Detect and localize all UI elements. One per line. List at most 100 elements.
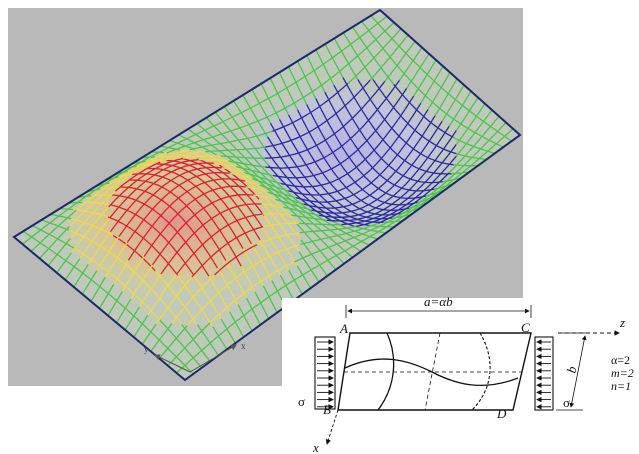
mesh-segment	[264, 254, 274, 260]
mesh-segment	[132, 194, 142, 205]
mesh-segment	[317, 120, 327, 128]
mesh-segment	[106, 283, 115, 297]
mesh-segment	[114, 179, 124, 186]
mesh-segment	[364, 229, 373, 234]
mesh-segment	[192, 174, 202, 179]
mesh-segment	[356, 223, 365, 227]
mesh-segment	[291, 241, 300, 253]
mesh-segment	[189, 353, 199, 361]
mesh-segment	[63, 251, 73, 264]
mesh-segment	[148, 192, 157, 198]
mesh-segment	[220, 231, 229, 244]
mesh-segment	[342, 125, 351, 138]
mesh-segment	[148, 203, 158, 214]
mesh-segment	[312, 223, 321, 231]
mesh-segment	[203, 341, 213, 349]
mesh-segment	[131, 185, 141, 194]
mesh-segment	[302, 147, 312, 153]
mesh-segment	[278, 223, 287, 234]
mesh-segment	[355, 220, 365, 224]
mesh-segment	[180, 236, 190, 247]
mesh-segment	[164, 202, 174, 212]
mesh-segment	[272, 109, 282, 115]
mesh-segment	[434, 84, 444, 98]
mesh-segment	[113, 172, 122, 179]
mesh-segment	[95, 261, 104, 269]
mesh-segment	[300, 91, 308, 106]
mesh-segment	[310, 171, 318, 182]
mesh-segment	[271, 251, 281, 256]
mesh-segment	[163, 303, 172, 315]
mesh-segment	[398, 142, 407, 154]
mesh-segment	[391, 204, 400, 211]
mesh-segment	[392, 28, 402, 38]
mesh-segment	[419, 156, 429, 168]
mesh-segment	[265, 272, 275, 279]
mesh-segment	[86, 275, 95, 283]
mesh-segment	[99, 190, 109, 199]
mesh-segment	[278, 71, 287, 86]
mesh-segment	[288, 114, 296, 129]
mesh-segment	[342, 231, 352, 235]
mesh-segment	[84, 203, 93, 212]
mesh-segment	[299, 231, 308, 234]
mesh-segment	[317, 193, 327, 196]
mesh-segment	[90, 187, 100, 194]
mesh-segment	[261, 226, 270, 238]
mesh-segment	[111, 235, 120, 248]
mesh-segment	[434, 81, 442, 89]
mesh-segment	[294, 257, 303, 263]
mesh-segment	[369, 144, 378, 154]
mesh-segment	[218, 209, 227, 215]
mesh-segment	[455, 118, 465, 132]
mesh-segment	[420, 195, 430, 202]
mesh-segment	[448, 129, 458, 142]
mesh-segment	[398, 183, 407, 192]
mesh-segment	[265, 173, 275, 177]
mesh-segment	[234, 126, 244, 131]
mesh-segment	[419, 142, 429, 155]
mesh-segment	[427, 159, 436, 171]
mesh-segment	[188, 133, 198, 138]
mesh-segment	[248, 227, 258, 232]
mesh-segment	[420, 126, 429, 139]
mesh-segment	[79, 246, 89, 259]
mesh-segment	[321, 223, 330, 230]
mesh-segment	[172, 210, 182, 219]
mesh-segment	[280, 188, 290, 192]
mesh-segment	[234, 138, 244, 142]
mesh-segment	[189, 151, 199, 155]
mesh-segment	[477, 152, 486, 161]
plate-mesh	[14, 10, 520, 380]
mesh-segment	[244, 175, 253, 180]
mesh-segment	[191, 210, 200, 221]
mesh-segment	[232, 173, 241, 181]
param-alpha: α=2	[611, 353, 630, 367]
mesh-segment	[317, 156, 327, 162]
mesh-segment	[166, 144, 176, 150]
mesh-segment	[432, 172, 441, 175]
mesh-segment	[165, 217, 175, 228]
mesh-segment	[203, 217, 213, 225]
mesh-segment	[281, 196, 291, 201]
mesh-segment	[505, 128, 514, 136]
mesh-segment	[294, 134, 304, 140]
mesh-segment	[405, 95, 415, 108]
mesh-segment	[71, 241, 80, 254]
mesh-segment	[376, 99, 386, 111]
mesh-segment	[426, 171, 435, 174]
mesh-segment	[385, 21, 395, 31]
mesh-segment	[414, 129, 422, 136]
mesh-segment	[399, 136, 407, 144]
mesh-segment	[381, 68, 389, 78]
mesh-segment	[290, 208, 299, 212]
mesh-segment	[211, 229, 221, 237]
mesh-segment	[448, 113, 458, 127]
mesh-segment	[229, 276, 238, 284]
mesh-segment	[267, 197, 277, 201]
mesh-segment	[261, 304, 270, 320]
mesh-segment	[363, 43, 372, 52]
mesh-segment	[140, 314, 149, 327]
mesh-segment	[328, 164, 336, 175]
mesh-segment	[89, 269, 98, 283]
